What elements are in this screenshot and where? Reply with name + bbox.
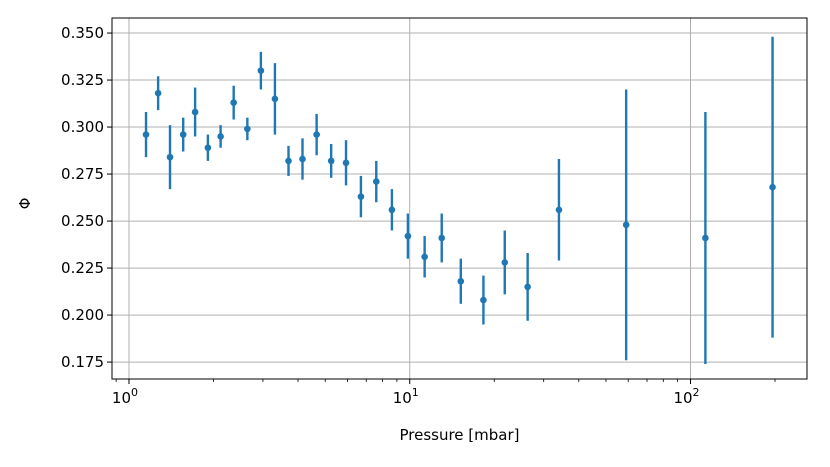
y-tick-label: 0.175 xyxy=(61,353,104,371)
data-point xyxy=(204,144,212,152)
data-point xyxy=(404,232,412,240)
data-point xyxy=(480,296,487,304)
data-point xyxy=(257,67,265,74)
data-point xyxy=(388,206,396,214)
plot-frame xyxy=(111,17,808,380)
data-point xyxy=(457,277,465,285)
data-point xyxy=(271,95,279,103)
data-point xyxy=(421,253,428,261)
y-tick-label: 0.250 xyxy=(61,212,104,230)
data-point xyxy=(179,131,187,138)
data-point xyxy=(524,283,531,291)
y-tick-label: 0.275 xyxy=(61,165,104,183)
data-point xyxy=(438,234,446,242)
data-point xyxy=(501,259,509,266)
data-point xyxy=(357,193,365,200)
data-point xyxy=(372,178,380,185)
x-axis-label: Pressure [mbar] xyxy=(399,426,519,444)
data-point xyxy=(217,133,224,140)
data-point xyxy=(622,221,630,229)
data-point xyxy=(342,159,350,167)
grid xyxy=(112,18,807,379)
y-axis-label: Φ xyxy=(16,198,34,210)
data-layer xyxy=(142,36,776,364)
data-point xyxy=(191,108,199,116)
data-point xyxy=(166,153,174,161)
y-tick-label: 0.200 xyxy=(61,306,104,324)
data-point xyxy=(230,99,237,106)
data-point xyxy=(299,155,306,163)
data-point xyxy=(555,206,563,214)
data-point xyxy=(702,234,709,242)
y-tick-label: 0.350 xyxy=(61,24,104,42)
data-point xyxy=(244,125,251,133)
data-point xyxy=(313,131,320,138)
y-tick-label: 0.325 xyxy=(61,71,104,89)
data-point xyxy=(327,157,335,165)
y-tick-label: 0.300 xyxy=(61,118,104,136)
data-point xyxy=(142,131,150,138)
y-tick-label: 0.225 xyxy=(61,259,104,277)
data-point xyxy=(154,89,162,97)
data-point xyxy=(285,157,292,165)
data-point xyxy=(769,183,776,191)
